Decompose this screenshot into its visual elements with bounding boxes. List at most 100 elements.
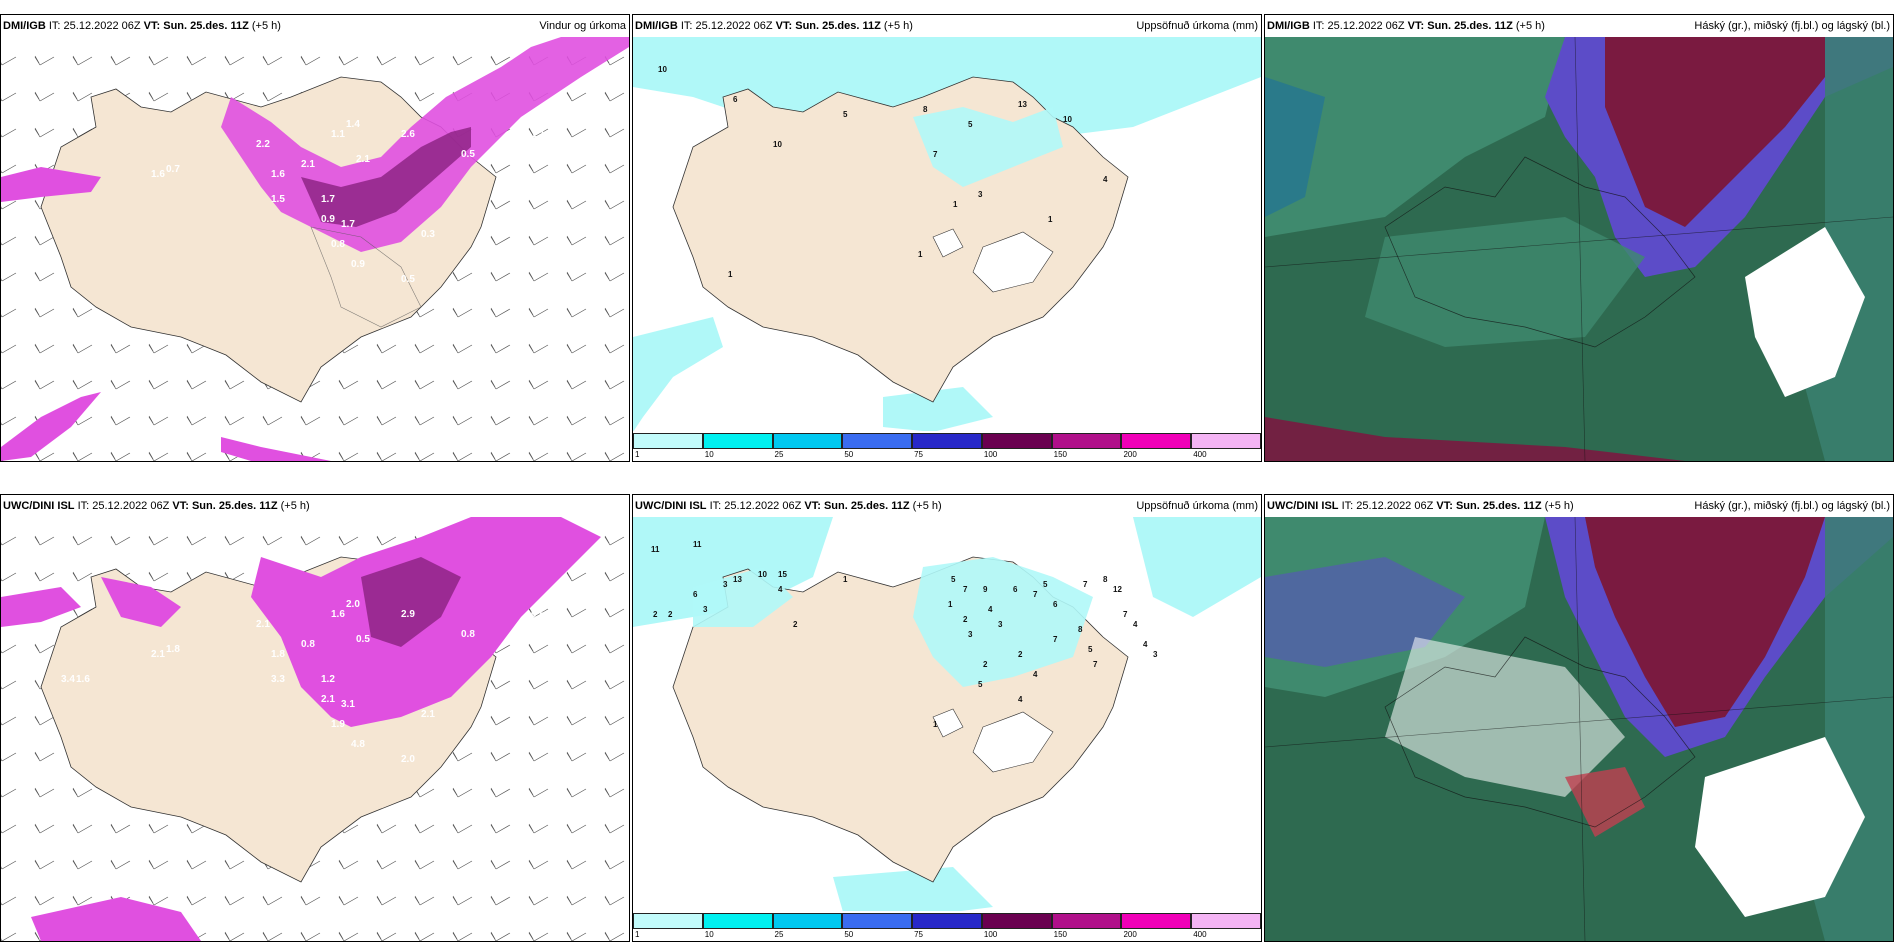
- wind-barb: [604, 535, 625, 546]
- wind-barb: [224, 931, 245, 941]
- panel-dmi-wind-precip: DMI/IGB IT: 25.12.2022 06Z VT: Sun. 25.d…: [0, 14, 630, 462]
- value-label: 0.5: [401, 274, 415, 285]
- wind-barb: [1, 200, 17, 210]
- value-label: 8: [1103, 575, 1108, 584]
- wind-barb: [566, 679, 587, 690]
- cloud-map: [1265, 37, 1893, 461]
- wind-barb: [528, 679, 549, 690]
- wind-barb: [566, 199, 587, 210]
- wind-barb: [110, 55, 131, 66]
- wind-barb: [34, 571, 55, 582]
- colorbar-swatch: [1121, 913, 1192, 929]
- wind-barb: [528, 307, 549, 318]
- value-label: 2.1: [256, 619, 270, 630]
- wind-barb: [528, 931, 549, 941]
- value-label: 0.9: [321, 214, 335, 225]
- wind-barb: [338, 55, 359, 66]
- wind-barb: [490, 715, 511, 726]
- wind-barb: [1, 932, 17, 941]
- colorbar-swatch: [981, 433, 1052, 449]
- wind-barb: [1, 680, 17, 690]
- value-label: 3.1: [341, 699, 355, 710]
- colorbar-tick: 75: [914, 930, 924, 939]
- wind-barb: [604, 859, 625, 870]
- wind-barb: [186, 451, 207, 461]
- wind-barb: [34, 235, 55, 246]
- wind-barb: [72, 535, 93, 546]
- value-label: 7: [933, 150, 938, 159]
- value-label: 2.1: [151, 649, 165, 660]
- wind-barb: [566, 415, 587, 426]
- value-label: 0.3: [421, 229, 435, 240]
- wind-barb: [604, 715, 625, 726]
- value-label: 1.2: [321, 674, 335, 685]
- wind-barb: [72, 451, 93, 461]
- wind-barb: [110, 451, 131, 461]
- value-label: 0.8: [461, 629, 475, 640]
- value-label: 4: [1103, 175, 1108, 184]
- colorbar-swatch: [1121, 433, 1192, 449]
- wind-barb: [376, 415, 397, 426]
- wind-precip-map: 2.21.62.11.72.12.61.11.41.50.90.71.70.90…: [1, 37, 629, 461]
- wind-barb: [414, 91, 435, 102]
- wind-barb: [566, 307, 587, 318]
- wind-barb: [566, 127, 587, 138]
- wind-barb: [110, 823, 131, 834]
- wind-barb: [566, 343, 587, 354]
- colorbar-tick: 100: [983, 930, 998, 939]
- wind-barb: [34, 91, 55, 102]
- wind-barb: [604, 931, 625, 941]
- wind-barb: [452, 343, 473, 354]
- panel-header: DMI/IGB IT: 25.12.2022 06Z VT: Sun. 25.d…: [1, 15, 629, 37]
- wind-barb: [110, 379, 131, 390]
- wind-barb: [604, 607, 625, 618]
- value-label: 0.5: [531, 609, 545, 620]
- wind-barb: [72, 379, 93, 390]
- wind-barb: [528, 859, 549, 870]
- colorbar-tick: 10: [704, 450, 714, 459]
- wind-barb: [1, 344, 17, 354]
- wind-barb: [186, 415, 207, 426]
- wind-precip-map: 2.11.80.81.20.52.91.62.03.32.11.83.14.82…: [1, 517, 625, 941]
- wind-barb: [490, 751, 511, 762]
- wind-barb: [224, 415, 245, 426]
- value-label: 3: [998, 620, 1003, 629]
- colorbar-tick: 150: [1053, 930, 1068, 939]
- colorbar-swatch: [912, 433, 982, 449]
- value-label: 2.1: [301, 159, 315, 170]
- wind-barb: [376, 55, 397, 66]
- colorbar: 1 10 25 50 75 100 150 200 400: [633, 911, 1261, 941]
- wind-barb: [452, 931, 473, 941]
- value-label: 1.6: [271, 169, 285, 180]
- wind-barb: [34, 859, 55, 870]
- wind-barb: [224, 859, 245, 870]
- wind-barb: [300, 415, 321, 426]
- init-time: 25.12.2022 06Z: [63, 20, 141, 32]
- wind-barb: [414, 415, 435, 426]
- init-time: 25.12.2022 06Z: [92, 500, 170, 512]
- colorbar-swatch: [1191, 433, 1261, 449]
- wind-barb: [566, 271, 587, 282]
- value-label: 7: [1083, 580, 1088, 589]
- wind-barb: [224, 895, 245, 906]
- wind-barb: [566, 931, 587, 941]
- value-label: 3: [703, 605, 708, 614]
- wind-barb: [452, 787, 473, 798]
- value-label: 1: [843, 575, 848, 584]
- wind-barb: [34, 451, 55, 461]
- wind-barb: [452, 379, 473, 390]
- colorbar-swatch: [772, 913, 843, 929]
- init-time: 25.12.2022 06Z: [1356, 500, 1434, 512]
- wind-barb: [566, 379, 587, 390]
- wind-barb: [110, 535, 131, 546]
- value-label: 2.1: [421, 709, 435, 720]
- cloud-map: [1265, 517, 1893, 941]
- wind-barb: [490, 823, 511, 834]
- value-label: 1.9: [331, 719, 345, 730]
- colorbar-swatch: [702, 913, 773, 929]
- wind-barb: [604, 643, 625, 654]
- wind-barb: [452, 823, 473, 834]
- value-label: 1.1: [531, 129, 545, 140]
- value-label: 8: [1078, 625, 1083, 634]
- wind-barb: [528, 163, 549, 174]
